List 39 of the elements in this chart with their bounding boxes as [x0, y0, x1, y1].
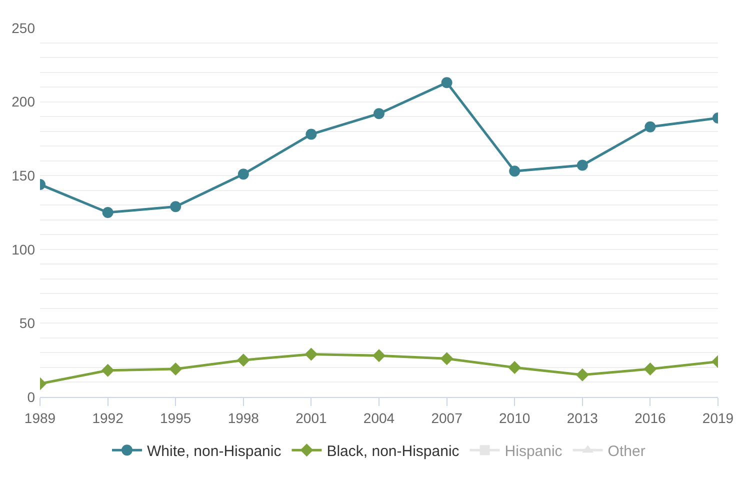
point [306, 128, 317, 140]
x-tick-label: 2019 [702, 410, 734, 426]
legend-label: Other [608, 443, 646, 460]
point [576, 368, 589, 382]
y-tick-label: 250 [12, 20, 36, 36]
point [374, 108, 384, 120]
point [101, 364, 114, 377]
legend-label: Black, non-Hispanic [326, 443, 460, 460]
point [440, 352, 454, 366]
point [644, 121, 656, 132]
point [170, 201, 182, 212]
y-tick-label: 50 [19, 315, 36, 332]
x-tick-label: 1989 [24, 410, 56, 426]
y-tick-label: 100 [12, 241, 36, 258]
legend-label: White, non-Hispanic [147, 443, 282, 460]
x-tick-label: 1995 [160, 410, 192, 426]
point [508, 360, 522, 374]
x-tick-label: 2007 [431, 410, 463, 426]
x-tick-label: 2013 [566, 410, 598, 426]
point [441, 77, 452, 88]
x-tick-label: 1998 [228, 410, 260, 426]
point [304, 348, 318, 361]
x-tick-label: 1992 [92, 410, 124, 426]
x-tick-label: 2010 [499, 410, 530, 426]
point [372, 349, 386, 362]
point [102, 207, 114, 218]
legend-label: Hispanic [504, 443, 563, 460]
point [238, 168, 249, 180]
x-tick-label: 2001 [296, 410, 327, 426]
point [236, 354, 250, 367]
point [509, 166, 520, 177]
point [576, 160, 588, 171]
x-tick-label: 2016 [634, 410, 666, 426]
point [644, 362, 657, 376]
point [169, 362, 182, 376]
y-tick-label: 150 [12, 168, 36, 184]
x-tick-label: 2004 [363, 410, 395, 426]
y-tick-label: 200 [12, 94, 36, 110]
y-tick-label: 0 [27, 388, 36, 405]
